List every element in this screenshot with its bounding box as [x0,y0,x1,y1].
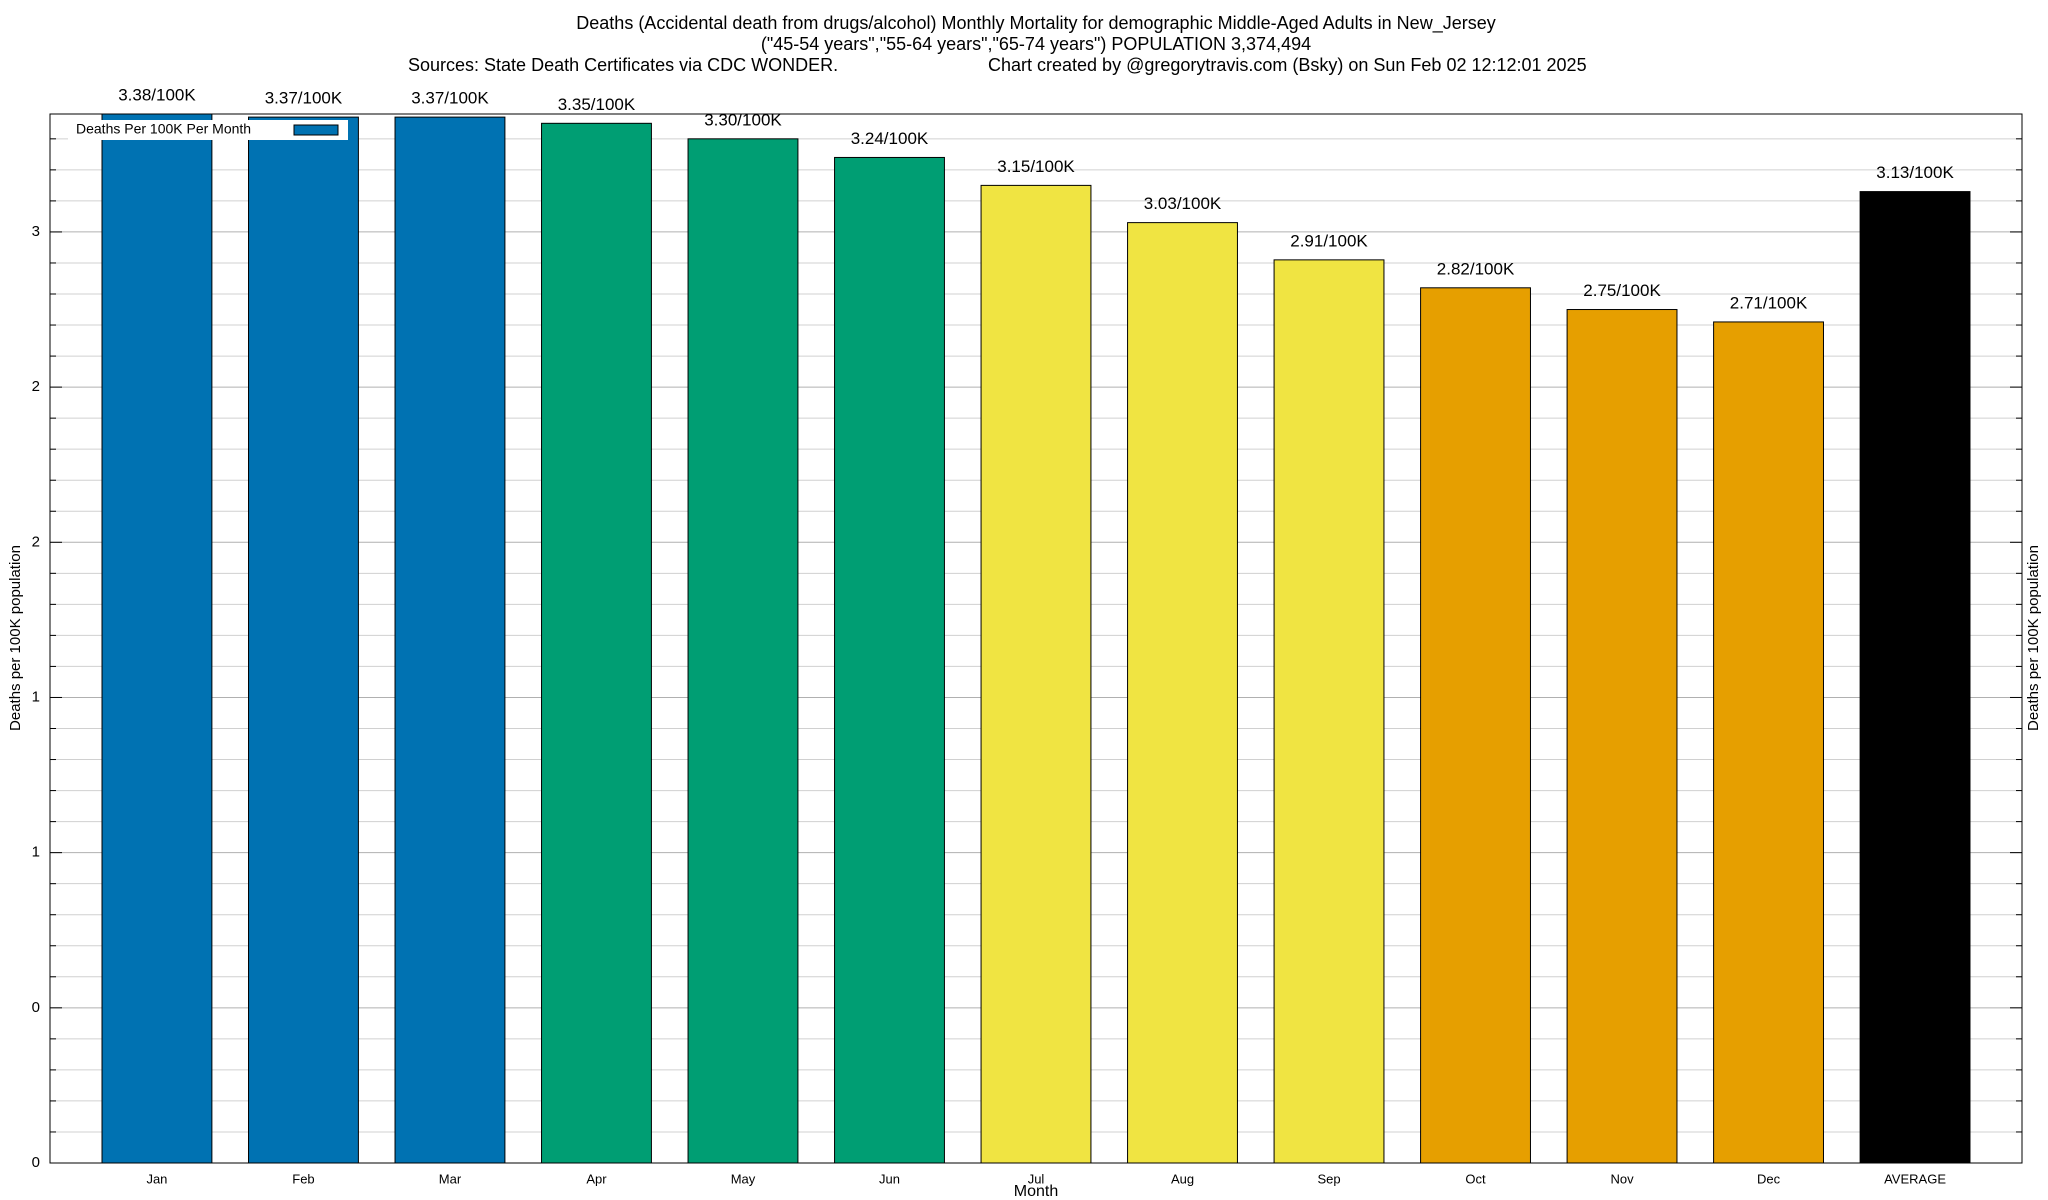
x-tick-label: Apr [586,1171,607,1186]
bar [1420,287,1531,1164]
y-axis-label: Deaths per 100K population [7,545,24,731]
x-tick-label: May [731,1171,756,1186]
value-label: 3.13/100K [1876,163,1954,182]
chart-subtitle: ("45-54 years","55-64 years","65-74 year… [761,34,1311,54]
bar [1127,222,1238,1164]
y2-axis-label: Deaths per 100K population [2025,545,2042,731]
chart-source: Sources: State Death Certificates via CD… [408,55,838,75]
bar [834,156,945,1164]
y-tick-label: 3 [32,223,40,240]
legend-swatch [293,124,339,136]
x-axis-label: Month [1014,1183,1058,1200]
chart-title: Deaths (Accidental death from drugs/alco… [576,13,1495,34]
y-tick-label: 1 [32,844,40,861]
x-tick-label: Oct [1465,1171,1486,1186]
bar [248,116,359,1164]
x-tick-label: Sep [1317,1171,1340,1186]
value-label: 3.03/100K [1144,194,1222,213]
x-tick-label: AVERAGE [1884,1171,1946,1186]
x-tick-label: Feb [292,1171,314,1186]
y-tick-label: 2 [32,378,40,395]
x-tick-label: Jan [146,1171,167,1186]
x-tick-label: Nov [1610,1171,1634,1186]
value-label: 3.15/100K [997,157,1075,176]
value-label: 3.37/100K [411,89,489,108]
value-label: 3.30/100K [704,110,782,129]
bar [980,184,1092,1164]
bar [1713,321,1824,1164]
y-tick-label: 1 [32,688,40,705]
plot-frame [49,113,2023,1164]
value-label: 3.24/100K [851,129,929,148]
legend-label: Deaths Per 100K Per Month [76,121,251,137]
x-tick-label: Mar [439,1171,462,1186]
x-tick-label: Aug [1171,1171,1194,1186]
value-label: 3.37/100K [265,89,343,108]
y-tick-label: 0 [32,999,40,1016]
bar [541,122,652,1164]
chart-credit: Chart created by @gregorytravis.com (Bsk… [988,55,1587,75]
value-label: 3.38/100K [118,85,196,104]
bar [394,116,506,1164]
x-tick-label: Dec [1757,1171,1781,1186]
x-tick-label: Jul [1028,1171,1045,1186]
y-tick-label: 0 [32,1154,40,1171]
bar [1273,259,1385,1164]
y-tick-label: 2 [32,533,40,550]
bar [1566,309,1678,1164]
bar [687,138,799,1164]
value-label: 3.35/100K [558,95,636,114]
bar [101,113,213,1164]
legend-box [68,120,348,140]
x-tick-label: Jun [879,1171,900,1186]
value-label: 2.71/100K [1730,293,1808,312]
value-label: 2.75/100K [1583,281,1661,300]
value-label: 2.91/100K [1290,231,1368,250]
value-label: 2.82/100K [1437,259,1515,278]
bar [1859,191,1971,1164]
